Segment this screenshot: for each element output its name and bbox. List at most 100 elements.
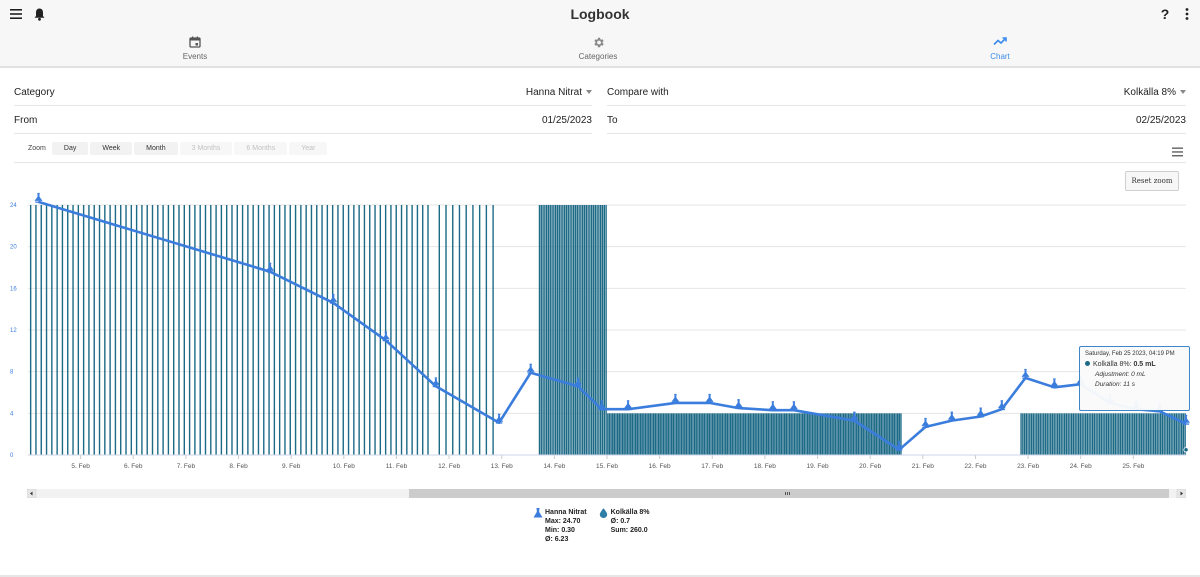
kolkalla-bar — [478, 205, 481, 455]
kolkalla-bar — [1119, 413, 1122, 455]
kolkalla-bar — [639, 413, 642, 455]
kolkalla-bar — [141, 205, 143, 455]
kolkalla-bar — [300, 205, 302, 455]
compare-label: Compare with — [607, 87, 669, 98]
chart-scrollbar[interactable] — [26, 485, 1187, 499]
x-tick-label: 7. Feb — [177, 463, 196, 470]
kolkalla-bar — [890, 413, 892, 455]
kolkalla-bar — [572, 205, 575, 455]
kolkalla-bar — [690, 413, 693, 455]
kolkalla-bar — [767, 413, 770, 455]
kolkalla-bar — [562, 205, 564, 455]
kolkalla-bar — [756, 413, 758, 455]
more-vert-icon[interactable] — [1178, 5, 1196, 23]
kolkalla-columns — [29, 205, 1186, 455]
kolkalla-bar — [590, 205, 593, 455]
kolkalla-bar — [406, 205, 408, 455]
kolkalla-bar — [751, 413, 753, 455]
kolkalla-bar — [1165, 413, 1167, 455]
x-tick-label: 25. Feb — [1122, 463, 1144, 470]
kolkalla-bar — [715, 413, 717, 455]
zoom-day-button[interactable]: Day — [51, 141, 89, 155]
menu-icon[interactable] — [7, 5, 25, 23]
category-select[interactable]: Category Hanna Nitrat — [14, 78, 592, 106]
flask-marker-icon — [1182, 414, 1190, 425]
zoom-month-button[interactable]: Month — [134, 141, 178, 155]
kolkalla-bar — [173, 205, 175, 455]
kolkalla-bar — [1036, 413, 1038, 455]
from-date-field[interactable]: From 01/25/2023 — [14, 106, 592, 134]
tab-categories[interactable]: Categories — [538, 36, 658, 61]
kolkalla-bar — [1121, 413, 1123, 455]
kolkalla-bar — [805, 413, 807, 455]
tab-events[interactable]: Events — [135, 36, 255, 61]
kolkalla-bar — [167, 205, 170, 455]
kolkalla-bar — [1025, 413, 1028, 455]
kolkalla-bar — [628, 413, 630, 455]
kolkalla-bar — [390, 205, 392, 455]
flask-marker-icon — [671, 393, 680, 404]
kolkalla-bar — [692, 413, 694, 455]
compare-select[interactable]: Compare with Kolkälla 8% — [607, 78, 1186, 106]
kolkalla-bar — [859, 413, 861, 455]
kolkalla-bar — [1114, 413, 1117, 455]
to-date-field[interactable]: To 02/25/2023 — [607, 106, 1186, 134]
kolkalla-bar — [779, 413, 781, 455]
legend-item-hanna[interactable]: Hanna Nitrat Max: 24.70 Min: 0.30 Ø: 6.2… — [533, 508, 587, 544]
kolkalla-bar — [641, 413, 643, 455]
kolkalla-bar — [669, 413, 671, 455]
kolkalla-bar — [734, 413, 737, 455]
kolkalla-bar — [893, 413, 896, 455]
kolkalla-bar — [1179, 413, 1181, 455]
kolkalla-bar — [826, 413, 828, 455]
kolkalla-bar — [887, 413, 889, 455]
bell-icon[interactable] — [30, 5, 48, 23]
kolkalla-bar — [648, 413, 650, 455]
kolkalla-bar — [547, 205, 550, 455]
kolkalla-bar — [777, 413, 779, 455]
kolkalla-bar — [1095, 413, 1097, 455]
kolkalla-bar — [337, 205, 339, 455]
x-tick-label: 10. Feb — [333, 463, 355, 470]
kolkalla-bar — [836, 413, 838, 455]
kolkalla-bar — [215, 205, 217, 455]
legend-item-kolkalla[interactable]: Kolkälla 8% Ø: 0.7 Sum: 260.0 — [599, 508, 650, 544]
kolkalla-bar — [828, 413, 830, 455]
kolkalla-bar — [1039, 413, 1041, 455]
hanna-markers — [34, 192, 1190, 453]
tab-chart[interactable]: Chart — [940, 36, 1060, 61]
kolkalla-bar — [580, 205, 582, 455]
x-tick-label: 15. Feb — [596, 463, 618, 470]
help-icon[interactable]: ? — [1160, 6, 1170, 22]
kolkalla-bar — [744, 413, 747, 455]
kolkalla-bar — [765, 413, 768, 455]
chart-plot[interactable]: 0 4 8 12 16 20 24 5. Feb 6. Feb 7. Feb 8. Feb 9. F… — [0, 165, 1200, 485]
kolkalla-bar — [792, 413, 794, 455]
zoom-week-button[interactable]: Week — [90, 141, 133, 155]
kolkalla-bar — [711, 413, 714, 455]
reset-zoom-button[interactable]: Reset zoom — [1125, 171, 1179, 191]
kolkalla-bar — [713, 413, 715, 455]
kolkalla-bar — [610, 413, 612, 455]
kolkalla-bar — [1055, 413, 1057, 455]
flask-marker-icon — [597, 400, 606, 411]
kolkalla-bar — [67, 205, 69, 455]
x-tick-label: 21. Feb — [912, 463, 934, 470]
kolkalla-bar — [670, 413, 673, 455]
kolkalla-bar — [422, 205, 424, 455]
kolkalla-bar — [289, 205, 291, 455]
kolkalla-bar — [1074, 413, 1076, 455]
flask-marker-icon — [1021, 368, 1030, 379]
kolkalla-bar — [1037, 413, 1040, 455]
kolkalla-bar — [220, 205, 223, 455]
kolkalla-bar — [571, 205, 573, 455]
kolkalla-bar — [225, 205, 228, 455]
kolkalla-bar — [1177, 413, 1179, 455]
kolkalla-bar — [666, 413, 668, 455]
kolkalla-bar — [677, 413, 679, 455]
kolkalla-bar — [465, 205, 467, 455]
kolkalla-bar — [135, 205, 138, 455]
kolkalla-bar — [77, 205, 80, 455]
kolkalla-bar — [363, 205, 366, 455]
chart-menu-icon[interactable] — [1172, 144, 1184, 157]
